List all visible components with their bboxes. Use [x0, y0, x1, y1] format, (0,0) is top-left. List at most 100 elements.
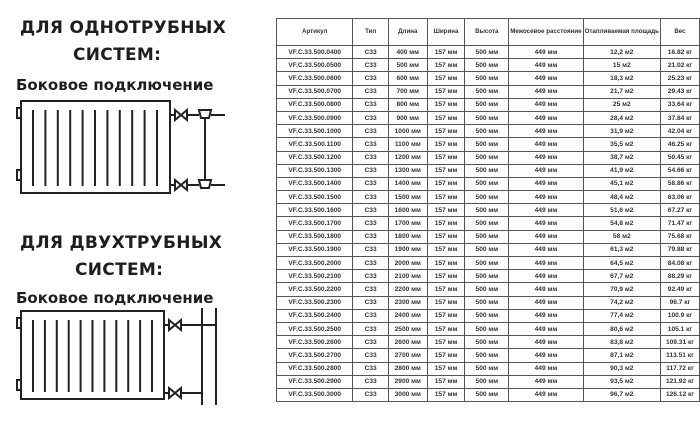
- table-cell: 88.29 кг: [659, 269, 700, 284]
- table-cell: VF.C.33.500.1700: [275, 216, 354, 231]
- table-row: VF.C.33.500.2700 C33 2700 мм 157 мм 500 мм 44…: [275, 348, 700, 363]
- table-cell: 121.92 кг: [659, 374, 700, 389]
- table-cell: 157 мм: [426, 335, 466, 350]
- table-cell: C33: [352, 335, 389, 350]
- table-cell: 29.43 кг: [659, 84, 700, 99]
- table-cell: VF.C.33.500.0800: [275, 97, 354, 112]
- table-cell: 449 мм: [508, 229, 584, 244]
- table-cell: 500 мм: [464, 348, 510, 363]
- table-cell: C33: [352, 242, 389, 258]
- table-cell: 500 мм: [464, 163, 510, 178]
- table-cell: VF.C.33.500.0900: [275, 110, 354, 126]
- table-cell: VF.C.33.500.1000: [275, 124, 354, 139]
- table-cell: 449 мм: [508, 58, 584, 73]
- table-cell: 2000 мм: [387, 255, 428, 271]
- table-row: VF.C.33.500.2800 C33 2800 мм 157 мм 500 мм 44…: [275, 361, 700, 376]
- table-cell: 500 мм: [464, 255, 510, 271]
- table-cell: C33: [352, 84, 389, 99]
- table-cell: 500 мм: [464, 176, 510, 192]
- table-cell: 157 мм: [426, 176, 466, 192]
- table-cell: C33: [352, 308, 389, 323]
- table-cell: VF.C.33.500.1300: [275, 163, 354, 178]
- table-row: VF.C.33.500.0600 C33 600 мм 157 мм 500 мм 449…: [275, 71, 700, 86]
- table-cell: 449 мм: [508, 387, 584, 403]
- table-cell: VF.C.33.500.2400: [275, 308, 354, 323]
- table-cell: C33: [352, 282, 389, 297]
- table-cell: 79.88 кг: [659, 242, 700, 258]
- table-cell: 449 мм: [508, 163, 584, 178]
- table-cell: 500 мм: [464, 137, 510, 152]
- table-cell: 92.49 кг: [659, 282, 700, 297]
- table-row: VF.C.33.500.2600 C33 2600 мм 157 мм 500 мм 44…: [275, 335, 700, 350]
- table-cell: 113.51 кг: [659, 348, 700, 363]
- table-cell: 71.47 кг: [659, 216, 700, 231]
- table-cell: 45,1 м2: [582, 176, 661, 192]
- table-cell: 58 м2: [582, 229, 661, 244]
- table-cell: 2800 мм: [387, 361, 428, 376]
- table-cell: 500 мм: [464, 387, 510, 403]
- table-cell: 500 мм: [464, 71, 510, 86]
- table-cell: 1400 мм: [387, 176, 428, 192]
- table-cell: 157 мм: [426, 71, 466, 86]
- table-row: VF.C.33.500.1000 C33 1000 мм 157 мм 500 мм 44…: [275, 124, 700, 139]
- table-cell: C33: [352, 110, 389, 126]
- table-cell: C33: [352, 137, 389, 152]
- table-cell: 16.82 кг: [659, 44, 700, 60]
- table-row: VF.C.33.500.0400 C33 400 мм 157 мм 500 мм 449…: [275, 44, 700, 60]
- table-cell: VF.C.33.500.0700: [275, 84, 354, 99]
- table-row: VF.C.33.500.1900 C33 1900 мм 157 мм 500 мм 44…: [275, 242, 700, 258]
- table-cell: 449 мм: [508, 176, 584, 192]
- table-row: VF.C.33.500.2400 C33 2400 мм 157 мм 500 мм 44…: [275, 308, 700, 323]
- table-cell: 105.1 кг: [659, 321, 700, 337]
- two-pipe-title-line2: СИСТЕМ:: [75, 260, 164, 280]
- table-cell: 449 мм: [508, 124, 584, 139]
- table-cell: 449 мм: [508, 242, 584, 258]
- one-pipe-title-line1: ДЛЯ ОДНОТРУБНЫХ: [20, 18, 227, 38]
- table-cell: C33: [352, 229, 389, 244]
- table-cell: 449 мм: [508, 97, 584, 112]
- table-cell: 500 мм: [464, 295, 510, 310]
- table-row: VF.C.33.500.1300 C33 1300 мм 157 мм 500 мм 44…: [275, 163, 700, 178]
- table-cell: 157 мм: [426, 361, 466, 376]
- table-cell: VF.C.33.500.0400: [275, 44, 354, 60]
- table-cell: 25.23 кг: [659, 71, 700, 86]
- table-cell: 1200 мм: [387, 150, 428, 165]
- table-cell: 38,7 м2: [582, 150, 661, 165]
- table-cell: VF.C.33.500.2500: [275, 321, 354, 337]
- table-cell: 31,9 м2: [582, 124, 661, 139]
- table-row: VF.C.33.500.2300 C33 2300 мм 157 мм 500 мм 44…: [275, 295, 700, 310]
- table-cell: 48,4 м2: [582, 190, 661, 205]
- table-cell: 449 мм: [508, 137, 584, 152]
- table-cell: 449 мм: [508, 295, 584, 310]
- table-cell: 157 мм: [426, 163, 466, 178]
- table-cell: 449 мм: [508, 216, 584, 231]
- table-cell: 449 мм: [508, 190, 584, 205]
- table-cell: 500 мм: [464, 216, 510, 231]
- table-cell: 157 мм: [426, 295, 466, 310]
- table-row: VF.C.33.500.1700 C33 1700 мм 157 мм 500 мм 44…: [275, 216, 700, 231]
- table-cell: 2100 мм: [387, 269, 428, 284]
- table-cell: 2200 мм: [387, 282, 428, 297]
- table-cell: 449 мм: [508, 203, 584, 218]
- table-cell: 449 мм: [508, 321, 584, 337]
- table-cell: C33: [352, 97, 389, 112]
- table-cell: 25 м2: [582, 97, 661, 112]
- table-cell: 157 мм: [426, 308, 466, 323]
- table-cell: 58.86 кг: [659, 176, 700, 192]
- table-cell: 157 мм: [426, 255, 466, 271]
- table-cell: 400 мм: [387, 44, 428, 60]
- table-row: VF.C.33.500.2100 C33 2100 мм 157 мм 500 мм 44…: [275, 269, 700, 284]
- table-cell: VF.C.33.500.2600: [275, 335, 354, 350]
- table-cell: 449 мм: [508, 255, 584, 271]
- table-cell: 61,3 м2: [582, 242, 661, 258]
- table-cell: 157 мм: [426, 321, 466, 337]
- table-cell: 93,5 м2: [582, 374, 661, 389]
- table-row: VF.C.33.500.2900 C33 2900 мм 157 мм 500 мм 44…: [275, 374, 700, 389]
- table-cell: 157 мм: [426, 242, 466, 258]
- table-cell: C33: [352, 190, 389, 205]
- table-cell: 1100 мм: [387, 137, 428, 152]
- table-cell: C33: [352, 163, 389, 178]
- table-cell: 500 мм: [464, 190, 510, 205]
- column-header: Длина: [387, 18, 428, 46]
- table-cell: 449 мм: [508, 282, 584, 297]
